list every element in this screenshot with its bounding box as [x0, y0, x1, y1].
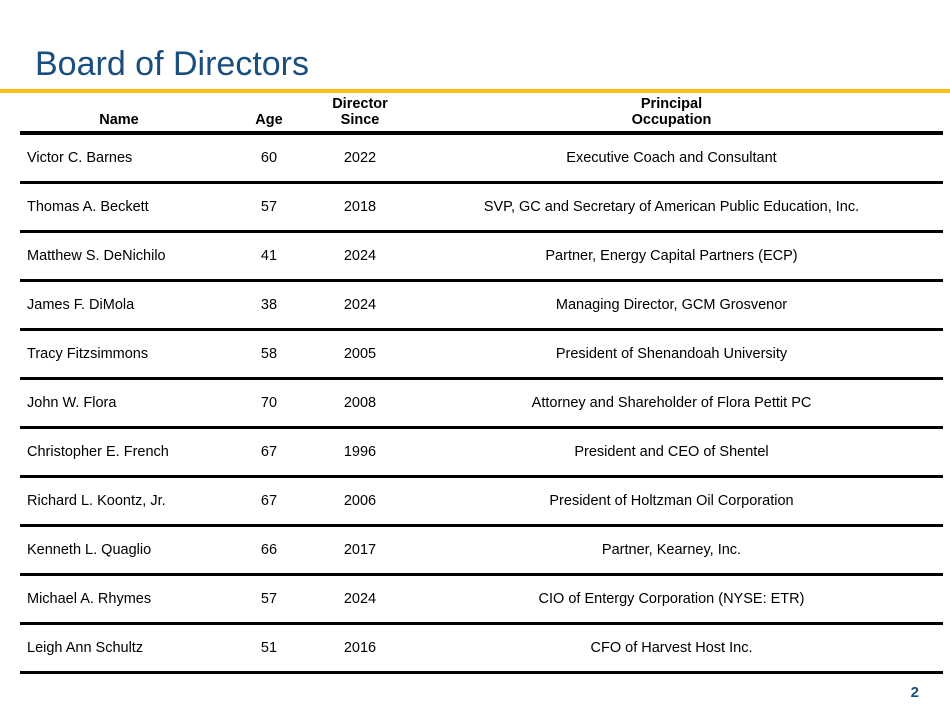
column-header-line: Principal	[640, 96, 703, 112]
cell-name: Richard L. Koontz, Jr.	[20, 476, 218, 527]
cell-since: 1996	[320, 427, 400, 478]
table-row: Victor C. Barnes 60 2022 Executive Coach an…	[20, 133, 943, 184]
cell-occupation: President and CEO of Shentel	[400, 427, 943, 478]
title-accent-rule	[0, 89, 950, 93]
cell-since: 2022	[320, 133, 400, 184]
table-row: James F. DiMola 38 2024 Managing Director, …	[20, 280, 943, 331]
page-title: Board of Directors	[35, 45, 309, 83]
cell-occupation: SVP, GC and Secretary of American Public…	[400, 182, 943, 233]
table-body: Victor C. Barnes 60 2022 Executive Coach an…	[20, 133, 943, 674]
cell-name: James F. DiMola	[20, 280, 218, 331]
table-row: Leigh Ann Schultz 51 2016 CFO of Harvest Ho…	[20, 623, 943, 674]
cell-name: Christopher E. French	[20, 427, 218, 478]
cell-occupation: President of Holtzman Oil Corporation	[400, 476, 943, 527]
column-header-line: Age	[255, 112, 283, 128]
cell-since: 2024	[320, 574, 400, 625]
cell-name: Matthew S. DeNichilo	[20, 231, 218, 282]
cell-age: 67	[218, 476, 320, 527]
cell-name: John W. Flora	[20, 378, 218, 429]
table-header-row: Name Age Director Since Principal Occupa…	[20, 96, 943, 135]
cell-occupation: Partner, Energy Capital Partners (ECP)	[400, 231, 943, 282]
cell-name: Tracy Fitzsimmons	[20, 329, 218, 380]
cell-since: 2005	[320, 329, 400, 380]
table-row: John W. Flora 70 2008 Attorney and Sharehol…	[20, 378, 943, 429]
cell-age: 58	[218, 329, 320, 380]
cell-name: Victor C. Barnes	[20, 133, 218, 184]
column-header-age: Age	[218, 96, 320, 135]
cell-since: 2017	[320, 525, 400, 576]
cell-name: Michael A. Rhymes	[20, 574, 218, 625]
board-of-directors-table: Name Age Director Since Principal Occupa…	[20, 96, 943, 674]
cell-age: 41	[218, 231, 320, 282]
cell-occupation: CFO of Harvest Host Inc.	[400, 623, 943, 674]
cell-occupation: CIO of Entergy Corporation (NYSE: ETR)	[400, 574, 943, 625]
cell-occupation: Partner, Kearney, Inc.	[400, 525, 943, 576]
cell-age: 60	[218, 133, 320, 184]
cell-age: 70	[218, 378, 320, 429]
column-header-director-since: Director Since	[320, 96, 400, 135]
table-header: Name Age Director Since Principal Occupa…	[20, 96, 943, 135]
column-header-line: Since	[340, 112, 380, 128]
cell-since: 2008	[320, 378, 400, 429]
table-row: Tracy Fitzsimmons 58 2005 President of Shen…	[20, 329, 943, 380]
cell-name: Kenneth L. Quaglio	[20, 525, 218, 576]
column-header-principal-occupation: Principal Occupation	[400, 96, 943, 135]
cell-occupation: Managing Director, GCM Grosvenor	[400, 280, 943, 331]
cell-age: 51	[218, 623, 320, 674]
table-row: Thomas A. Beckett 57 2018 SVP, GC and Secre…	[20, 182, 943, 233]
cell-age: 57	[218, 574, 320, 625]
cell-name: Leigh Ann Schultz	[20, 623, 218, 674]
table-row: Richard L. Koontz, Jr. 67 2006 President of…	[20, 476, 943, 527]
page-number: 2	[910, 684, 919, 701]
cell-occupation: Executive Coach and Consultant	[400, 133, 943, 184]
cell-age: 67	[218, 427, 320, 478]
table-row: Kenneth L. Quaglio 66 2017 Partner, Kearney…	[20, 525, 943, 576]
cell-since: 2016	[320, 623, 400, 674]
cell-since: 2006	[320, 476, 400, 527]
cell-age: 66	[218, 525, 320, 576]
table-row: Christopher E. French 67 1996 President and…	[20, 427, 943, 478]
table-row: Matthew S. DeNichilo 41 2024 Partner, Energ…	[20, 231, 943, 282]
cell-since: 2024	[320, 280, 400, 331]
column-header-line: Occupation	[631, 112, 712, 128]
cell-name: Thomas A. Beckett	[20, 182, 218, 233]
column-header-name: Name	[20, 96, 218, 135]
cell-age: 38	[218, 280, 320, 331]
table-row: Michael A. Rhymes 57 2024 CIO of Entergy Co…	[20, 574, 943, 625]
column-header-line: Director	[332, 96, 388, 112]
cell-since: 2018	[320, 182, 400, 233]
cell-occupation: Attorney and Shareholder of Flora Pettit…	[400, 378, 943, 429]
cell-occupation: President of Shenandoah University	[400, 329, 943, 380]
cell-age: 57	[218, 182, 320, 233]
column-header-line: Name	[99, 112, 139, 128]
cell-since: 2024	[320, 231, 400, 282]
